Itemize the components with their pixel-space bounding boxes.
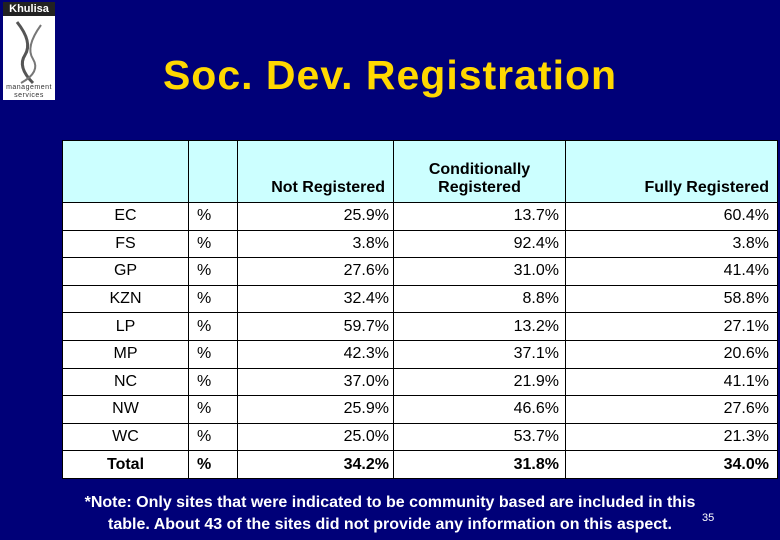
table-cell: 41.4% <box>565 257 778 286</box>
table-row: NC% 37.0% 21.9% 41.1% <box>62 367 778 397</box>
table-cell: FS <box>62 229 189 259</box>
table-cell: 25.0% <box>237 422 394 452</box>
logo-tagline: services <box>14 92 44 99</box>
logo-tagline: management <box>6 84 52 91</box>
logo-mark <box>15 21 42 85</box>
table-cell: 37.0% <box>237 367 394 397</box>
table-cell: % <box>188 422 238 452</box>
table-cell: 46.6% <box>393 395 566 424</box>
table-cell: % <box>188 284 238 314</box>
table-row: FS% 3.8% 92.4% 3.8% <box>62 229 778 259</box>
page-number: 35 <box>702 512 715 524</box>
table-cell: 27.6% <box>237 257 394 286</box>
column-header <box>62 140 189 203</box>
table-cell: 31.8% <box>393 450 566 479</box>
table-cell: 34.2% <box>237 450 394 479</box>
table-cell: MP <box>62 339 189 369</box>
table-cell: NW <box>62 395 189 424</box>
table-cell: LP <box>62 312 189 341</box>
table-row: GP% 27.6% 31.0% 41.4% <box>62 257 778 286</box>
table-row: MP% 42.3% 37.1% 20.6% <box>62 339 778 369</box>
table-row: KZN% 32.4% 8.8% 58.8% <box>62 284 778 314</box>
table-cell: 13.7% <box>393 202 566 231</box>
table-cell: 60.4% <box>565 202 778 231</box>
table-row: LP% 59.7% 13.2% 27.1% <box>62 312 778 341</box>
table-cell: 41.1% <box>565 367 778 397</box>
table-cell: % <box>188 257 238 286</box>
table-cell: 8.8% <box>393 284 566 314</box>
table-cell: 37.1% <box>393 339 566 369</box>
table-cell: EC <box>62 202 189 231</box>
note: *Note: Only sites that were indicated to… <box>84 494 696 511</box>
table-cell: Total <box>62 450 189 479</box>
table-cell: 21.9% <box>393 367 566 397</box>
registration-table: Not Registered Conditionally Registered Fu… <box>62 140 778 479</box>
table-cell: KZN <box>62 284 189 314</box>
table-cell: 53.7% <box>393 422 566 452</box>
column-header: Conditionally Registered <box>393 140 566 203</box>
table-cell: 20.6% <box>565 339 778 369</box>
table-cell: WC <box>62 422 189 452</box>
table-cell: 3.8% <box>237 229 394 259</box>
table-cell: % <box>188 367 238 397</box>
table-row: NW% 25.9% 46.6% 27.6% <box>62 395 778 424</box>
table-cell: 58.8% <box>565 284 778 314</box>
column-header <box>188 140 238 203</box>
table-row: WC% 25.0% 53.7% 21.3% <box>62 422 778 452</box>
table-cell: 59.7% <box>237 312 394 341</box>
table-cell: NC <box>62 367 189 397</box>
table-row: EC% 25.9% 13.7% 60.4% <box>62 202 778 231</box>
table-cell: 31.0% <box>393 257 566 286</box>
column-header: Not Registered <box>237 140 394 203</box>
table-cell: % <box>188 395 238 424</box>
logo: Khulisa management services <box>3 2 55 100</box>
table-cell: % <box>188 229 238 259</box>
table-row: Total% 34.2% 31.8% 34.0% <box>62 450 778 479</box>
table-cell: 27.6% <box>565 395 778 424</box>
table-cell: 25.9% <box>237 202 394 231</box>
table-cell: 3.8% <box>565 229 778 259</box>
header-row: Not Registered Conditionally Registered Fu… <box>62 140 778 203</box>
table-cell: 21.3% <box>565 422 778 452</box>
table-cell: 92.4% <box>393 229 566 259</box>
table-cell: 34.0% <box>565 450 778 479</box>
logo-name: Khulisa <box>3 2 55 16</box>
table-cell: GP <box>62 257 189 286</box>
table-cell: % <box>188 202 238 231</box>
table-cell: 27.1% <box>565 312 778 341</box>
table-cell: 42.3% <box>237 339 394 369</box>
slide-title: Soc. Dev. Registration <box>162 52 618 98</box>
table-cell: 13.2% <box>393 312 566 341</box>
table-cell: % <box>188 450 238 479</box>
table-cell: 25.9% <box>237 395 394 424</box>
table-cell: % <box>188 339 238 369</box>
column-header: Fully Registered <box>565 140 778 203</box>
note: table. About 43 of the sites did not pro… <box>108 516 672 533</box>
table-cell: % <box>188 312 238 341</box>
table-cell: 32.4% <box>237 284 394 314</box>
